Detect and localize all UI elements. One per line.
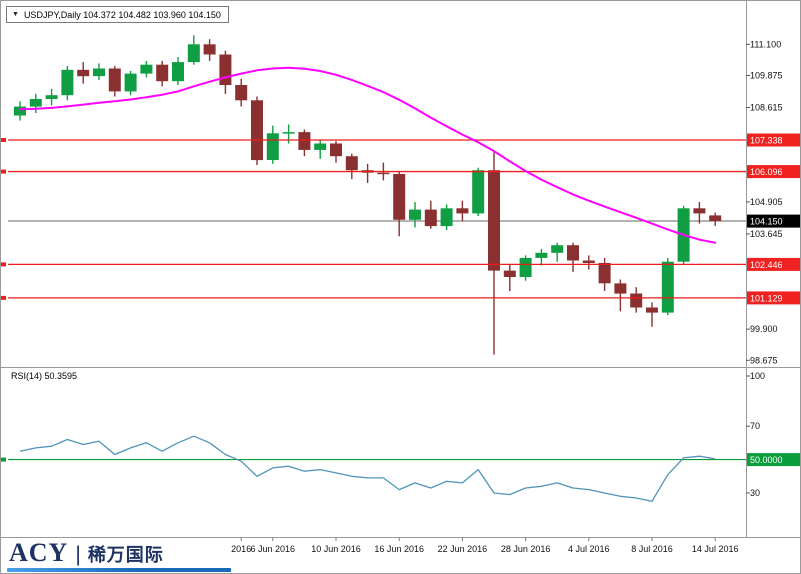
candle-body	[693, 208, 706, 214]
hline-left-mark	[1, 169, 6, 174]
hline-price-badge-text: 106.096	[750, 167, 783, 177]
candle-body	[140, 64, 153, 74]
candle-body	[298, 132, 311, 150]
date-label: 2016	[231, 544, 251, 554]
price-tick-label: 103.645	[750, 229, 783, 239]
acy-logo-chinese-text: 稀万国际	[87, 545, 164, 565]
candle-body	[503, 270, 516, 277]
hline-left-mark	[1, 295, 6, 300]
candle-body	[266, 133, 279, 160]
hline-price-badge-text: 102.446	[750, 260, 783, 270]
candle-body	[519, 257, 532, 277]
date-label: 10 Jun 2016	[311, 544, 361, 554]
candle-body	[219, 54, 232, 85]
rsi-indicator-label: RSI(14) 50.3595	[11, 371, 78, 381]
candle-body	[661, 261, 674, 313]
candle-body	[156, 64, 169, 82]
date-label: 14 Jul 2016	[692, 544, 739, 554]
candle-body	[646, 307, 658, 313]
candle-body	[614, 283, 627, 294]
price-tick-label: 99.900	[750, 324, 778, 334]
candle-body	[377, 172, 390, 175]
candle-body	[551, 245, 564, 253]
price-tick-label: 98.675	[750, 355, 778, 365]
candle-body	[424, 209, 437, 227]
candle-body	[187, 44, 200, 63]
date-label: 6 Jun 2016	[251, 544, 296, 554]
current-price-badge-text: 104.150	[750, 217, 783, 227]
candle-body	[45, 95, 58, 99]
date-label: 4 Jul 2016	[568, 544, 610, 554]
candle-body	[598, 263, 611, 284]
rsi-tick-label: 70	[750, 421, 760, 431]
candle-body	[93, 68, 105, 77]
hline-left-mark	[1, 262, 6, 267]
price-tick-label: 108.615	[750, 103, 783, 113]
collapse-chart-icon[interactable]: ▼	[12, 11, 19, 18]
candle-body	[314, 143, 327, 150]
price-tick-label: 111.100	[750, 39, 781, 49]
candle-body	[409, 209, 421, 220]
hline-left-mark	[1, 137, 6, 142]
candle-body	[251, 100, 263, 161]
candle-body	[203, 44, 216, 55]
candle-body	[582, 260, 595, 263]
rsi-tick-label: 30	[750, 488, 760, 498]
rsi-level-left-mark	[1, 457, 6, 462]
acy-logo: ACY | 稀万国际	[7, 538, 231, 572]
acy-logo-row: ACY | 稀万国际	[7, 540, 231, 566]
rsi-level-badge-text: 50.0000	[750, 455, 783, 465]
hline-price-badge-text: 101.129	[750, 293, 783, 303]
date-label: 8 Jul 2016	[631, 544, 673, 554]
acy-logo-text: ACY	[9, 538, 69, 567]
candle-body	[393, 174, 406, 220]
candle-body	[29, 99, 42, 107]
rsi-line	[19, 435, 716, 502]
hline-price-badge-text: 107.338	[750, 135, 783, 145]
candle-body	[108, 68, 121, 92]
hline-price-badge	[747, 133, 800, 147]
hline-price-badge	[747, 257, 800, 271]
price-tick-label: 104.905	[750, 197, 783, 207]
current-price-badge	[747, 214, 800, 228]
rsi-level-badge	[747, 453, 800, 467]
candle-body	[535, 252, 548, 258]
rsi-tick-label: 100	[750, 371, 765, 381]
candle-body	[488, 170, 500, 271]
acy-logo-underline	[7, 568, 231, 572]
candle-body	[709, 215, 722, 221]
candle-body	[456, 208, 469, 214]
candle-body	[124, 73, 137, 92]
candle-body	[61, 69, 74, 96]
candle-body	[14, 106, 26, 116]
hline-price-badge	[747, 165, 800, 179]
candle-body	[440, 208, 453, 227]
date-label: 22 Jun 2016	[438, 544, 488, 554]
symbol-ohlc-text: USDJPY,Daily 104.372 104.482 103.960 104…	[23, 9, 221, 20]
candle-body	[472, 170, 485, 214]
acy-logo-divider: |	[75, 543, 81, 566]
candle-body	[630, 293, 643, 308]
moving-average-line	[19, 66, 717, 244]
hline-price-badge	[747, 291, 800, 305]
date-label: 16 Jun 2016	[374, 544, 424, 554]
candle-body	[567, 245, 579, 261]
candle-body	[77, 69, 90, 77]
candle-body	[330, 143, 342, 157]
date-label: 28 Jun 2016	[501, 544, 551, 554]
candle-body	[172, 62, 184, 82]
candle-body	[235, 85, 248, 101]
candle-body	[345, 156, 358, 171]
candle-body	[282, 132, 295, 134]
symbol-info-box: ▼ USDJPY,Daily 104.372 104.482 103.960 1…	[6, 6, 229, 23]
price-tick-label: 109.875	[750, 70, 783, 80]
